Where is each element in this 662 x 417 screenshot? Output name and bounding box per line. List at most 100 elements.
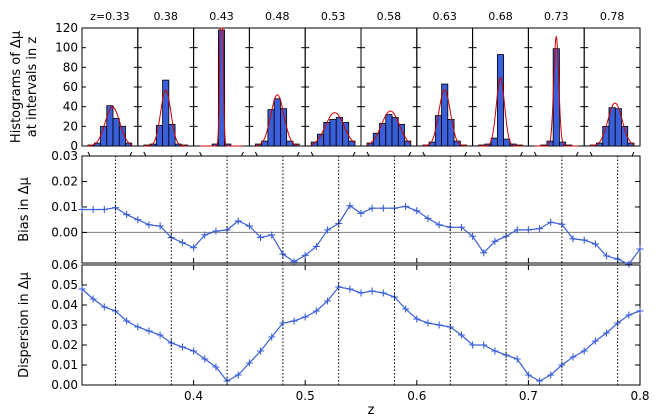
histogram-bar bbox=[434, 115, 442, 147]
bias-y-tick-label: 0.00 bbox=[51, 225, 78, 239]
interval-bracket bbox=[143, 151, 189, 157]
bias-data-point bbox=[413, 207, 421, 215]
histogram-bar bbox=[404, 140, 412, 147]
dispersion-data-point bbox=[78, 285, 86, 293]
bias-data-point bbox=[257, 234, 265, 242]
dispersion-data-point bbox=[379, 289, 387, 297]
histogram-subplot: z=0.33 bbox=[81, 10, 139, 157]
subplot-label: 0.48 bbox=[265, 10, 290, 23]
dispersion-data-point bbox=[234, 371, 242, 379]
dispersion-data-point bbox=[346, 285, 354, 293]
dispersion-data-point bbox=[123, 317, 131, 325]
histogram-bar bbox=[342, 122, 350, 147]
bias-data-point bbox=[368, 204, 376, 212]
subplot-label: 0.58 bbox=[377, 10, 402, 23]
gaussian-fit-line bbox=[143, 89, 188, 147]
dispersion-data-point bbox=[89, 295, 97, 303]
interval-bracket bbox=[87, 151, 133, 157]
dispersion-data-point bbox=[636, 307, 644, 315]
histogram-bar bbox=[391, 117, 399, 147]
histogram-bar bbox=[217, 29, 226, 147]
dispersion-data-point bbox=[301, 313, 309, 321]
bias-data-point bbox=[346, 202, 354, 210]
subplot-label: 0.68 bbox=[488, 10, 513, 23]
bias-data-point bbox=[603, 252, 611, 260]
bias-data-point bbox=[234, 217, 242, 225]
dispersion-data-point bbox=[245, 359, 253, 367]
dispersion-data-point bbox=[357, 289, 365, 297]
histogram-subplot: 0.58 bbox=[360, 10, 418, 157]
histogram-bar bbox=[168, 123, 176, 147]
histogram-bar bbox=[621, 125, 629, 147]
dispersion-data-point bbox=[312, 307, 320, 315]
dispersion-data-point bbox=[491, 347, 499, 355]
histogram-bar bbox=[503, 138, 511, 147]
histogram-subplot: 0.48 bbox=[248, 10, 306, 157]
dispersion-data-point bbox=[413, 315, 421, 323]
histogram-bar bbox=[100, 125, 108, 147]
histogram-bar bbox=[447, 119, 455, 147]
histogram-subplot: 0.73 bbox=[527, 10, 585, 157]
dispersion-series-line bbox=[81, 286, 641, 382]
dispersion-panel: 0.00 0.01 0.02 0.03 0.04 0.05 0.06 0.4 0.5 0.6 0.7… bbox=[17, 258, 650, 403]
dispersion-data-point bbox=[145, 327, 153, 335]
histogram-bar bbox=[441, 83, 449, 147]
bias-data-point bbox=[201, 231, 209, 239]
dispersion-y-tick-label: 0.06 bbox=[51, 258, 78, 272]
gaussian-fit-line bbox=[478, 77, 523, 147]
bias-data-point bbox=[123, 211, 131, 219]
dispersion-data-point bbox=[469, 341, 477, 349]
hist-y-tick-label: 100 bbox=[55, 41, 78, 55]
histogram-bar bbox=[273, 98, 281, 147]
hist-y-tick-label: 40 bbox=[63, 100, 78, 114]
dispersion-data-point bbox=[524, 371, 532, 379]
dispersion-data-point bbox=[134, 323, 142, 331]
x-tick-label: 0.7 bbox=[519, 389, 538, 403]
dispersion-data-point bbox=[257, 347, 265, 355]
bias-data-point bbox=[591, 240, 599, 248]
dispersion-y-tick-label: 0.01 bbox=[51, 358, 78, 372]
gaussian-fit-line bbox=[590, 102, 635, 147]
histogram-bar bbox=[112, 118, 120, 147]
bias-data-point bbox=[636, 245, 644, 253]
subplot-label: 0.53 bbox=[321, 10, 346, 23]
bias-data-point bbox=[513, 226, 521, 234]
x-tick-label: 0.4 bbox=[184, 389, 203, 403]
bias-data-point bbox=[134, 216, 142, 224]
bias-y-label: Bias in Δμ bbox=[17, 177, 32, 242]
hist-y-tick-label: 60 bbox=[63, 80, 78, 94]
bias-data-point bbox=[580, 236, 588, 244]
bias-y-tick-label: 0.01 bbox=[51, 200, 78, 214]
dispersion-data-point bbox=[603, 329, 611, 337]
bias-data-point bbox=[156, 222, 164, 230]
subplot-label: 0.63 bbox=[432, 10, 457, 23]
subplot-label: z=0.33 bbox=[90, 10, 129, 23]
bias-data-point bbox=[290, 258, 298, 266]
histogram-bar bbox=[162, 79, 170, 147]
interval-bracket bbox=[533, 151, 579, 157]
gaussian-fit-line bbox=[422, 89, 467, 147]
gaussian-fit-line bbox=[255, 94, 300, 147]
dispersion-data-point bbox=[591, 337, 599, 345]
histogram-bar bbox=[155, 124, 163, 147]
gaussian-fit-line bbox=[199, 27, 244, 147]
bias-data-point bbox=[457, 223, 465, 231]
subplot-label: 0.73 bbox=[544, 10, 569, 23]
dispersion-y-tick-label: 0.03 bbox=[51, 318, 78, 332]
bias-data-point bbox=[301, 251, 309, 259]
bias-data-point bbox=[145, 221, 153, 229]
histogram-bar bbox=[348, 140, 356, 147]
dispersion-frame bbox=[81, 264, 641, 386]
interval-bracket bbox=[478, 151, 523, 157]
dispersion-data-point bbox=[435, 321, 443, 329]
bias-data-point bbox=[625, 260, 633, 268]
dispersion-data-point bbox=[424, 319, 432, 327]
dispersion-data-point bbox=[268, 333, 276, 341]
gaussian-fit-line bbox=[87, 106, 133, 147]
histogram-subplot: 0.63 bbox=[416, 10, 474, 157]
bias-data-point bbox=[357, 209, 365, 217]
bias-data-point bbox=[245, 222, 253, 230]
histogram-bar bbox=[329, 119, 337, 147]
subplot-label: 0.43 bbox=[209, 10, 234, 23]
subplot-label: 0.78 bbox=[600, 10, 625, 23]
